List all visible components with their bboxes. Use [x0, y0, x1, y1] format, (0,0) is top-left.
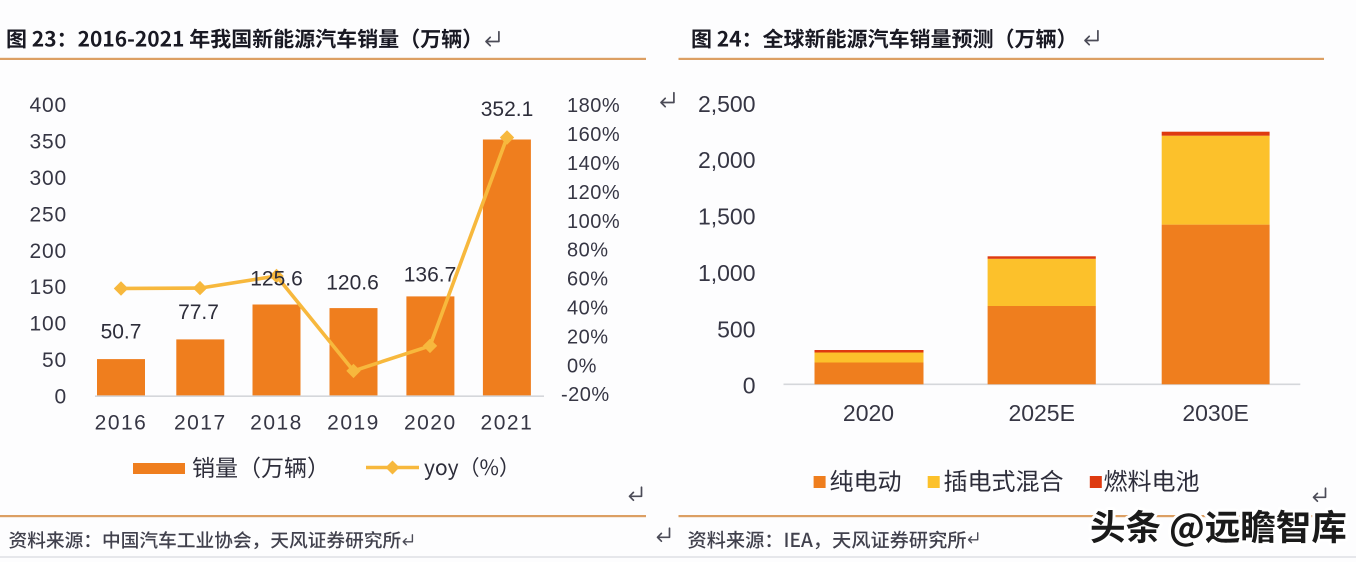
svg-text:2017: 2017	[174, 411, 227, 434]
svg-text:2018: 2018	[250, 411, 303, 434]
svg-text:120%: 120%	[567, 182, 620, 204]
svg-text:100: 100	[30, 313, 67, 336]
svg-text:80%: 80%	[567, 240, 609, 262]
svg-text:150: 150	[30, 276, 67, 299]
svg-text:50: 50	[42, 349, 67, 372]
svg-text:250: 250	[30, 203, 67, 226]
svg-text:40%: 40%	[567, 298, 609, 320]
svg-text:1,000: 1,000	[698, 260, 756, 286]
svg-text:160%: 160%	[567, 124, 620, 146]
svg-text:2030E: 2030E	[1182, 400, 1249, 426]
svg-text:350: 350	[30, 131, 67, 154]
svg-text:120.6: 120.6	[326, 272, 379, 295]
svg-text:2020: 2020	[404, 411, 457, 434]
svg-text:136.7: 136.7	[404, 263, 457, 286]
svg-text:140%: 140%	[567, 153, 620, 175]
svg-text:0: 0	[743, 373, 756, 399]
svg-text:352.1: 352.1	[481, 98, 534, 121]
svg-text:-20%: -20%	[561, 384, 610, 406]
svg-text:500: 500	[717, 316, 755, 342]
svg-text:2019: 2019	[327, 411, 380, 434]
svg-text:2021: 2021	[481, 411, 534, 434]
svg-text:180%: 180%	[567, 95, 620, 117]
svg-text:400: 400	[30, 94, 67, 117]
svg-text:125.6: 125.6	[250, 267, 303, 290]
svg-text:77.7: 77.7	[178, 301, 219, 324]
svg-text:100%: 100%	[567, 211, 620, 233]
svg-text:2,000: 2,000	[698, 147, 756, 173]
svg-text:300: 300	[30, 167, 67, 190]
svg-text:0%: 0%	[567, 355, 597, 377]
svg-text:2016: 2016	[95, 411, 148, 434]
svg-text:0: 0	[55, 386, 67, 409]
svg-text:200: 200	[30, 240, 67, 263]
svg-text:1,500: 1,500	[698, 204, 756, 230]
svg-text:20%: 20%	[567, 326, 609, 348]
svg-text:60%: 60%	[567, 269, 609, 291]
svg-text:2025E: 2025E	[1008, 400, 1075, 426]
svg-text:2020: 2020	[843, 400, 894, 426]
svg-text:50.7: 50.7	[101, 321, 142, 344]
svg-text:2,500: 2,500	[698, 91, 756, 117]
